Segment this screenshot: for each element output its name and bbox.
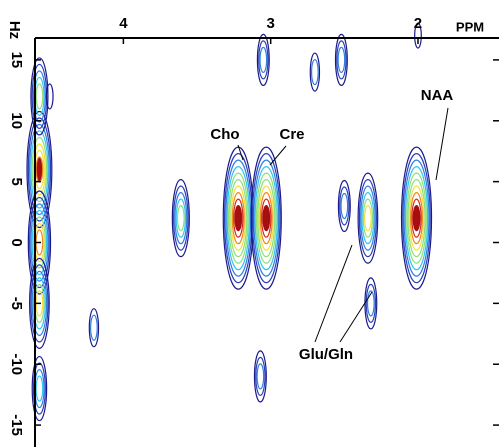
y-tick-label: 5 — [8, 177, 25, 185]
contour — [36, 157, 43, 182]
contour — [235, 206, 242, 231]
x-tick-label: 2 — [414, 15, 422, 32]
y-tick-label: 15 — [8, 52, 25, 69]
y-axis-label: Hz — [6, 21, 23, 39]
contour — [263, 206, 270, 231]
annotation: NAA — [421, 87, 454, 104]
y-tick-label: -10 — [8, 353, 25, 375]
y-tick-label: -15 — [8, 414, 25, 436]
contour — [413, 206, 420, 231]
y-tick-label: 0 — [8, 238, 25, 246]
annotation: Cho — [210, 126, 239, 143]
x-axis-label: PPM — [456, 19, 484, 34]
annotation: Cre — [279, 126, 304, 143]
x-tick-label: 4 — [119, 15, 128, 32]
chart: PPM Hz 4 3 2 15 10 5 0 -5 -10 -15 Cho Cre NAA Glu/Gln — [0, 0, 499, 447]
x-tick-label: 3 — [267, 15, 275, 32]
annotation: Glu/Gln — [299, 346, 353, 363]
y-tick-label: 10 — [8, 112, 25, 129]
y-tick-label: -5 — [8, 297, 25, 310]
